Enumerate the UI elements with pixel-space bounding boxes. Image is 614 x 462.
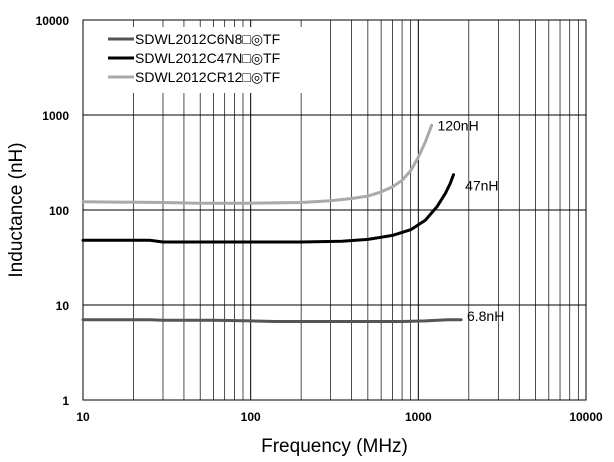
x-tick-label: 10000 bbox=[569, 410, 603, 424]
y-tick-label: 10000 bbox=[36, 14, 70, 28]
series-lines bbox=[81, 123, 463, 323]
y-tick-label: 1000 bbox=[42, 109, 69, 123]
y-tick-label: 10 bbox=[56, 299, 70, 313]
x-tick-label: 10 bbox=[76, 410, 90, 424]
x-axis-label: Frequency (MHz) bbox=[261, 436, 408, 457]
x-tick-label: 1000 bbox=[405, 410, 432, 424]
annotation-label: 6.8nH bbox=[467, 308, 504, 324]
annotation-label: 120nH bbox=[437, 117, 478, 133]
legend-label: SDWL2012C47N□◎TF bbox=[135, 50, 280, 66]
tick-labels: 10 100 1000 10000 1 10 100 1000 10000 bbox=[36, 14, 603, 424]
annotations: 120nH 47nH 6.8nH bbox=[437, 117, 504, 324]
series-line bbox=[81, 173, 455, 244]
plot-frame bbox=[82, 19, 587, 401]
series-line bbox=[81, 318, 463, 323]
legend-label: SDWL2012C6N8□◎TF bbox=[135, 31, 280, 47]
y-tick-label: 1 bbox=[62, 394, 69, 408]
y-tick-label: 100 bbox=[49, 204, 69, 218]
legend-label: SDWL2012CR12□◎TF bbox=[135, 69, 280, 85]
x-tick-label: 100 bbox=[241, 410, 261, 424]
annotation-label: 47nH bbox=[465, 178, 498, 194]
series-line bbox=[81, 123, 434, 205]
y-axis-label: Inductance (nH) bbox=[6, 142, 27, 277]
legend: SDWL2012C6N8□◎TF SDWL2012C47N□◎TF SDWL2012… bbox=[104, 27, 326, 93]
legend-box bbox=[104, 27, 326, 93]
